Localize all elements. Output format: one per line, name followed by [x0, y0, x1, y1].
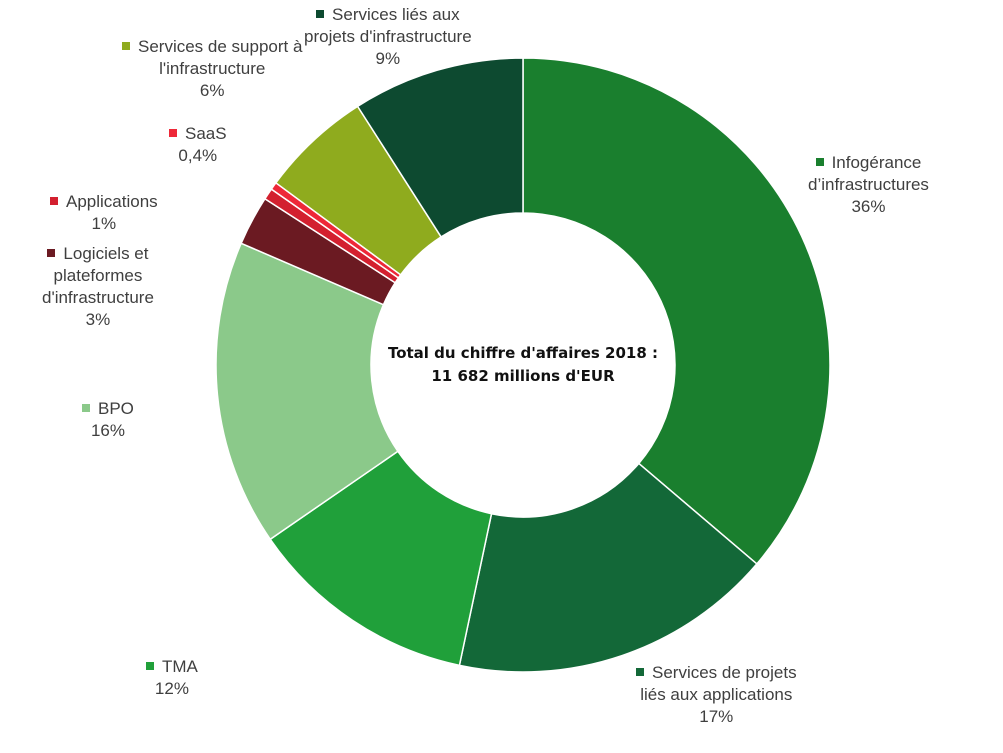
label-tma: TMA 12%	[146, 656, 198, 700]
center-total-text: Total du chiffre d'affaires 2018 : 11 68…	[373, 342, 673, 388]
label-saas: SaaS 0,4%	[169, 123, 227, 167]
donut-slice-0	[522, 57, 831, 565]
label-infogerance: Infogérance d’infrastructures 36%	[808, 152, 929, 218]
percent-label: 3%	[85, 310, 111, 329]
center-text-line-2: 11 682 millions d'EUR	[431, 367, 615, 385]
percent-label: 16%	[90, 421, 125, 440]
label-text-line: Services liés aux	[332, 5, 460, 24]
legend-swatch-services-projets-applications	[636, 668, 644, 676]
label-bpo: BPO 16%	[82, 398, 134, 442]
percent-label: 0,4%	[178, 146, 218, 165]
label-text-line: projets d'infrastructure	[304, 27, 472, 46]
percent-label: 1%	[91, 214, 117, 233]
donut-slice-1	[458, 462, 758, 673]
legend-swatch-services-support-infrastructure	[122, 42, 130, 50]
label-text-line: Applications	[66, 192, 158, 211]
legend-swatch-applications	[50, 197, 58, 205]
percent-label: 6%	[199, 81, 225, 100]
label-text-line: d’infrastructures	[808, 175, 929, 194]
label-logiciels-plateformes: Logiciels et plateformes d'infrastructur…	[42, 243, 154, 331]
percent-label: 12%	[154, 679, 189, 698]
legend-swatch-saas	[169, 129, 177, 137]
label-applications: Applications 1%	[50, 191, 158, 235]
center-text-line-1: Total du chiffre d'affaires 2018 :	[387, 344, 659, 362]
percent-label: 17%	[699, 707, 734, 726]
donut-slice-3	[215, 242, 399, 541]
donut-slice-8	[356, 57, 524, 238]
label-services-projets-infrastructure: Services liés aux projets d'infrastructu…	[304, 4, 472, 70]
label-text-line: Infogérance	[831, 153, 922, 172]
label-text-line: TMA	[162, 657, 198, 676]
legend-swatch-logiciels-plateformes	[47, 249, 56, 257]
legend-swatch-services-projets-infrastructure	[316, 10, 325, 18]
label-text-line: SaaS	[185, 124, 227, 143]
label-text-line: Logiciels et	[63, 244, 149, 263]
legend-swatch-infogerance	[815, 158, 824, 166]
percent-label: 9%	[375, 49, 401, 68]
label-text-line: l'infrastructure	[159, 59, 266, 78]
label-text-line: Services de support à	[138, 37, 303, 56]
label-text-line: BPO	[98, 399, 134, 418]
legend-swatch-bpo	[82, 404, 90, 412]
label-text-line: Services de projets	[652, 663, 797, 682]
percent-label: 36%	[851, 197, 886, 216]
legend-swatch-tma	[146, 662, 154, 670]
label-services-projets-applications: Services de projets liés aux application…	[636, 662, 797, 728]
label-text-line: plateformes	[53, 266, 143, 285]
label-services-support-infrastructure: Services de support à l'infrastructure 6…	[122, 36, 302, 102]
label-text-line: liés aux applications	[640, 685, 793, 704]
label-text-line: d'infrastructure	[42, 288, 154, 307]
